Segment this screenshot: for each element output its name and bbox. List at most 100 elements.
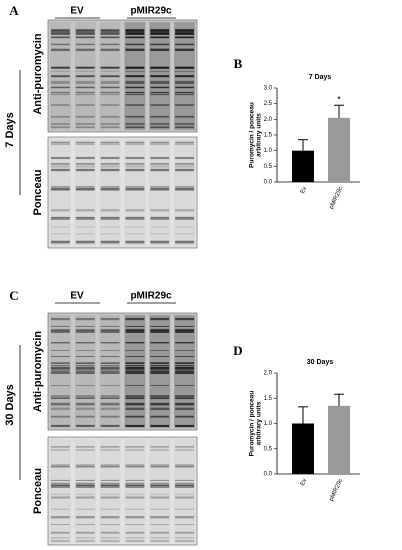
band (75, 397, 95, 399)
band (125, 362, 145, 365)
band (125, 479, 145, 481)
band (125, 485, 145, 488)
band (175, 317, 194, 321)
band (125, 493, 145, 496)
band (51, 536, 70, 539)
band (175, 370, 194, 372)
band (150, 165, 170, 168)
band (150, 366, 170, 370)
band (125, 342, 145, 344)
band (175, 385, 194, 386)
band (100, 36, 120, 39)
band (51, 82, 70, 84)
band (150, 143, 170, 145)
band (150, 80, 170, 83)
band (175, 464, 194, 467)
band (150, 168, 170, 172)
band (100, 86, 120, 89)
x-tick-label: Ev (300, 478, 308, 487)
band (125, 424, 145, 427)
band (100, 317, 120, 321)
chart-title: 7 Days (309, 74, 332, 81)
band (175, 226, 194, 228)
band (100, 91, 120, 93)
band (51, 115, 70, 118)
band (51, 163, 70, 165)
band (51, 485, 70, 486)
band (51, 66, 70, 68)
band (150, 362, 170, 365)
band (75, 93, 95, 96)
band (75, 325, 95, 327)
band (150, 496, 170, 499)
band (51, 32, 70, 35)
band (75, 143, 95, 145)
band (75, 446, 95, 448)
band (150, 43, 170, 46)
y-tick-label: 3.0 (264, 86, 273, 92)
band (175, 86, 194, 89)
lane (174, 439, 195, 543)
band (150, 66, 170, 69)
band (125, 115, 145, 118)
band (150, 104, 170, 106)
band (100, 397, 120, 399)
band (51, 325, 70, 327)
band (175, 330, 194, 333)
band (51, 143, 70, 145)
band (100, 464, 120, 467)
band (100, 466, 120, 468)
band (51, 466, 70, 468)
band (100, 32, 120, 35)
band (51, 385, 70, 386)
band (175, 143, 194, 145)
band (125, 330, 145, 333)
band (100, 126, 120, 129)
band (51, 29, 70, 32)
band (100, 370, 120, 372)
band (75, 92, 95, 94)
band (125, 187, 145, 189)
band (51, 407, 70, 411)
band (125, 415, 145, 418)
band (51, 371, 70, 374)
band (51, 397, 70, 399)
band (175, 165, 194, 168)
lane (74, 439, 96, 543)
band (100, 75, 120, 78)
band (125, 217, 145, 220)
band (125, 86, 145, 89)
band (125, 385, 145, 386)
band (175, 91, 194, 93)
band (75, 123, 95, 125)
band (100, 524, 120, 526)
bar (328, 405, 350, 474)
band (125, 91, 145, 93)
band (175, 362, 194, 365)
band (150, 524, 170, 526)
band (150, 508, 170, 510)
band (51, 366, 70, 370)
band (175, 364, 194, 367)
lane (149, 139, 171, 246)
band (125, 356, 145, 357)
lane (74, 139, 96, 246)
band (51, 485, 70, 488)
band (75, 186, 95, 188)
band (100, 70, 120, 72)
band (100, 446, 120, 448)
band (100, 216, 120, 219)
band (125, 126, 145, 129)
band (75, 328, 95, 331)
band (150, 328, 170, 331)
band (100, 493, 120, 496)
band (75, 209, 95, 212)
band (100, 49, 120, 51)
blot-bg (47, 312, 198, 431)
band (100, 66, 120, 69)
band (175, 524, 194, 526)
band (100, 104, 120, 106)
band (125, 482, 145, 486)
band (75, 371, 95, 374)
band (175, 48, 194, 51)
